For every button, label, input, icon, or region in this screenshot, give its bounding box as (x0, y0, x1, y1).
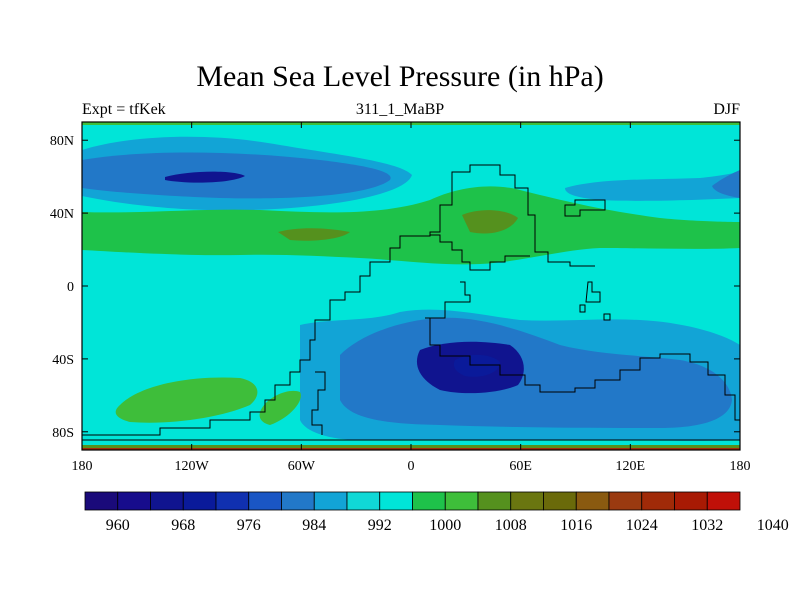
fill-atl-high-1016 (278, 228, 350, 241)
colorbar-label: 984 (302, 517, 326, 534)
colorbar-label: 1040 (757, 517, 789, 534)
lat-tick-label: 80N (50, 134, 74, 149)
lon-tick-label: 120E (616, 459, 646, 474)
lon-tick-label: 0 (408, 459, 415, 474)
colorbar-box (182, 491, 217, 511)
colorbar-box (84, 491, 119, 511)
colorbar-box (215, 491, 250, 511)
latitude-axis: 80N 40N 0 40S 80S (50, 134, 740, 441)
coast-caribbean (430, 234, 530, 271)
colorbar-box (706, 491, 741, 511)
lat-tick-label: 0 (67, 280, 74, 295)
colorbar-box (510, 491, 544, 511)
fill-npac-968 (165, 171, 245, 183)
lon-tick-label: 180 (72, 459, 93, 474)
colorbar-box (477, 491, 512, 511)
fill-natl-992 (565, 172, 740, 201)
colorbar-box (608, 491, 643, 511)
season-label: DJF (713, 101, 740, 118)
colorbar-label: 976 (237, 517, 261, 534)
colorbar-box (346, 491, 381, 511)
colorbar-box (412, 491, 446, 511)
colorbar-box (543, 491, 577, 511)
colorbar-box (641, 491, 675, 511)
colorbar-label: 960 (106, 517, 130, 534)
coast-africa-south (430, 281, 471, 319)
coast-island-small-1 (579, 304, 586, 313)
pressure-contour-fills (82, 122, 740, 450)
colorbar-box (150, 491, 184, 511)
fill-natl-984 (712, 170, 740, 198)
fill-sa-high-1008 (259, 390, 301, 425)
longitude-axis: 180 120W 60W 0 60E 120E 180 (72, 122, 751, 474)
colorbar-label: 992 (368, 517, 392, 534)
colorbar (84, 491, 741, 511)
coast-island-small-2 (603, 313, 611, 321)
lat-tick-label: 40N (50, 207, 74, 222)
lon-tick-label: 60E (509, 459, 532, 474)
period-label: 311_1_MaBP (355, 101, 445, 118)
coast-south-america-tip (311, 371, 326, 435)
fill-sp-high-1008 (115, 377, 258, 423)
lat-tick-label: 80S (52, 426, 74, 441)
experiment-label: Expt = tfKek (82, 101, 166, 118)
fill-so-960 (453, 354, 500, 377)
colorbar-box (379, 491, 413, 511)
colorbar-label: 1008 (495, 517, 527, 534)
colorbar-label: 1032 (691, 517, 723, 534)
fill-nh-1008 (82, 186, 740, 265)
colorbar-box (674, 491, 708, 511)
colorbar-box (444, 491, 479, 511)
colorbar-label: 1000 (429, 517, 461, 534)
lon-tick-label: 180 (730, 459, 751, 474)
coast-southern-ring (425, 317, 740, 421)
colorbar-label: 1016 (560, 517, 592, 534)
colorbar-label: 1024 (626, 517, 658, 534)
fill-pac-high-1016 (462, 210, 518, 234)
coastline-outlines (82, 164, 740, 441)
plot-title: Mean Sea Level Pressure (in hPa) (196, 60, 604, 93)
colorbar-box (248, 491, 282, 511)
colorbar-box (117, 491, 151, 511)
lon-tick-label: 120W (175, 459, 210, 474)
colorbar-box (281, 491, 315, 511)
lat-tick-label: 40S (52, 353, 74, 368)
coast-island-north (564, 199, 606, 217)
lon-tick-label: 60W (288, 459, 316, 474)
colorbar-label: 968 (171, 517, 195, 534)
colorbar-box (313, 491, 348, 511)
coast-island-east (585, 281, 601, 303)
coast-americas-west (82, 164, 595, 436)
colorbar-box (575, 491, 610, 511)
colorbar-labels: 960 968 976 984 992 1000 1008 1016 1024 1032 1040 (106, 517, 789, 534)
